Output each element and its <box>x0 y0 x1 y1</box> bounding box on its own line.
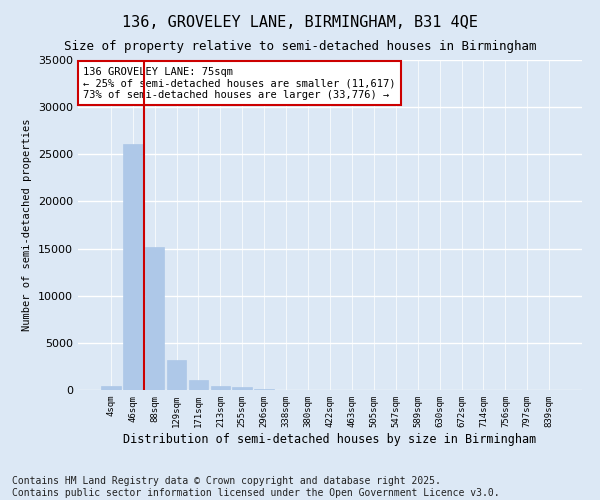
Text: 136, GROVELEY LANE, BIRMINGHAM, B31 4QE: 136, GROVELEY LANE, BIRMINGHAM, B31 4QE <box>122 15 478 30</box>
X-axis label: Distribution of semi-detached houses by size in Birmingham: Distribution of semi-detached houses by … <box>124 432 536 446</box>
Bar <box>188 380 208 390</box>
Bar <box>123 144 143 390</box>
Bar <box>167 360 187 390</box>
Text: Contains HM Land Registry data © Crown copyright and database right 2025.
Contai: Contains HM Land Registry data © Crown c… <box>12 476 500 498</box>
Bar <box>254 389 274 390</box>
Bar <box>211 386 230 390</box>
Bar <box>101 386 121 390</box>
Text: 136 GROVELEY LANE: 75sqm
← 25% of semi-detached houses are smaller (11,617)
73% : 136 GROVELEY LANE: 75sqm ← 25% of semi-d… <box>83 66 395 100</box>
Bar <box>232 387 252 390</box>
Y-axis label: Number of semi-detached properties: Number of semi-detached properties <box>22 118 32 331</box>
Bar <box>145 246 164 390</box>
Text: Size of property relative to semi-detached houses in Birmingham: Size of property relative to semi-detach… <box>64 40 536 53</box>
